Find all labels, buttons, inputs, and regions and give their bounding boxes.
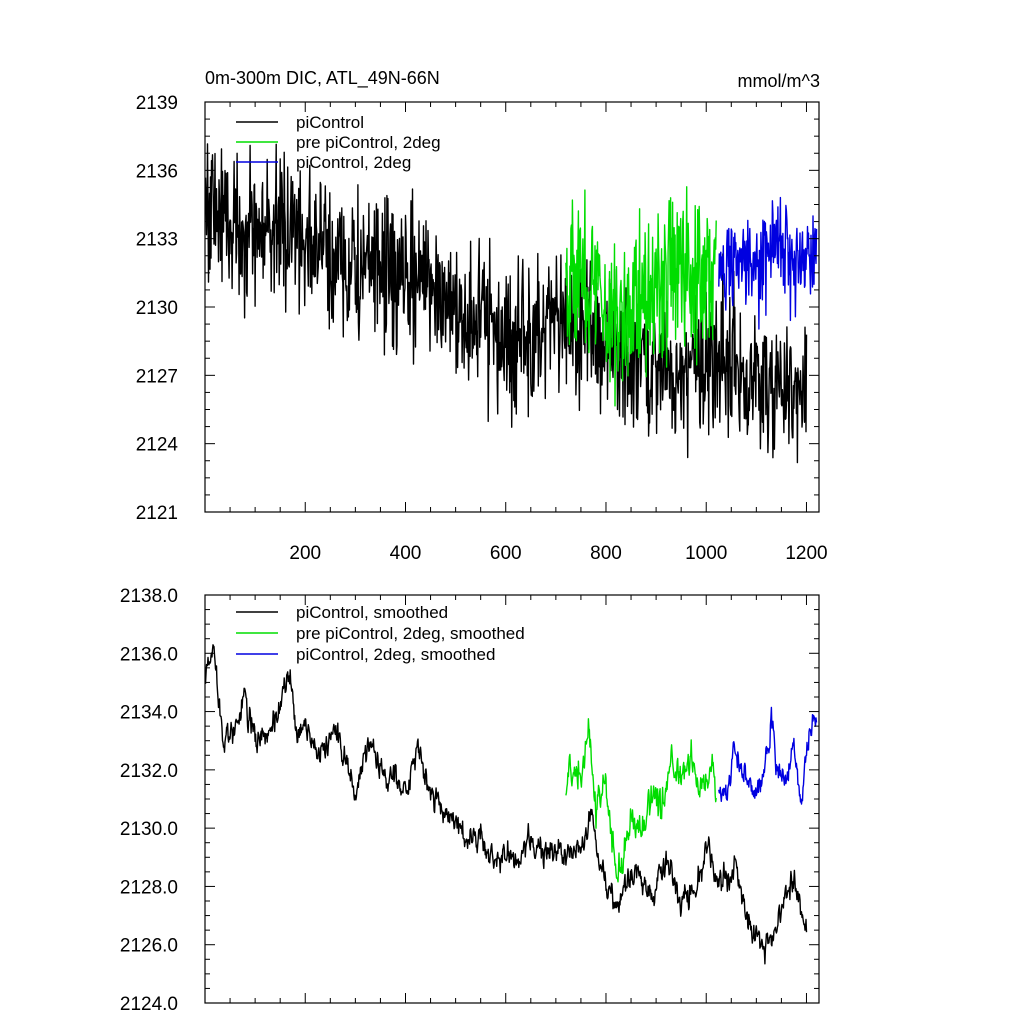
series-line <box>204 143 808 464</box>
bottom-panel: 2124.0 2126.0 2128.0 2130.0 2132.0 2134.0 2136… <box>120 586 820 1015</box>
y-tick-label: 2136 <box>136 161 178 182</box>
bottom-panel-legend: piControl, smoothed pre piControl, 2deg, … <box>236 603 525 664</box>
top-panel-title: 0m-300m DIC, ATL_49N-66N <box>205 68 440 89</box>
top-panel-units: mmol/m^3 <box>738 71 820 91</box>
y-tick-label: 2130 <box>136 298 178 319</box>
series-line <box>565 186 717 407</box>
y-tick-label: 2126.0 <box>120 936 178 957</box>
legend-label: piControl, 2deg, smoothed <box>296 645 495 664</box>
series-line <box>718 196 818 330</box>
legend-label: piControl, smoothed <box>296 603 448 622</box>
x-tick-label: 1000 <box>685 543 727 564</box>
y-tick-label: 2139 <box>136 93 178 114</box>
y-tick-label: 2124 <box>136 435 179 456</box>
y-tick-label: 2121 <box>136 503 178 524</box>
x-tick-label: 200 <box>289 543 321 564</box>
y-tick-label: 2124.0 <box>120 994 178 1015</box>
y-tick-label: 2130.0 <box>120 819 178 840</box>
legend-label: pre piControl, 2deg <box>296 133 441 152</box>
y-tick-label: 2127 <box>136 366 178 387</box>
legend-label: pre piControl, 2deg, smoothed <box>296 624 525 643</box>
x-tick-label: 800 <box>590 543 622 564</box>
legend-label: piControl, 2deg <box>296 153 411 172</box>
x-tick-label: 600 <box>490 543 522 564</box>
y-tick-label: 2133 <box>136 230 178 251</box>
legend-label: piControl <box>296 113 364 132</box>
y-tick-label: 2134.0 <box>120 703 178 724</box>
series-line <box>204 644 808 965</box>
top-panel: 0m-300m DIC, ATL_49N-66N mmol/m^3 200 400… <box>136 68 828 564</box>
y-tick-label: 2128.0 <box>120 877 178 898</box>
y-tick-label: 2138.0 <box>120 586 178 607</box>
y-tick-label: 2136.0 <box>120 644 178 665</box>
x-tick-label: 1200 <box>785 543 827 564</box>
series-line <box>565 718 717 883</box>
x-tick-label: 400 <box>390 543 422 564</box>
y-tick-label: 2132.0 <box>120 761 178 782</box>
series-line <box>718 706 818 805</box>
